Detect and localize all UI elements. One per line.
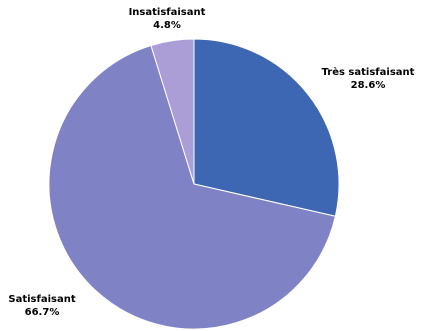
label-insatisfaisant-value: 4.8% — [153, 20, 181, 31]
pie-slice-satisfaisant — [48, 44, 336, 330]
label-satisfaisant-value: 66.7% — [24, 307, 60, 318]
label-tres-satisfaisant: Très satisfaisant 28.6% — [318, 66, 418, 92]
label-tres-satisfaisant-name: Très satisfaisant — [321, 67, 415, 78]
label-satisfaisant: Satisfaisant 66.7% — [4, 293, 80, 319]
label-insatisfaisant-name: Insatisfaisant — [128, 7, 206, 18]
label-tres-satisfaisant-value: 28.6% — [350, 80, 386, 91]
label-satisfaisant-name: Satisfaisant — [8, 294, 76, 305]
pie-slice-insatisfaisant — [150, 38, 195, 185]
label-insatisfaisant: Insatisfaisant 4.8% — [120, 6, 214, 32]
pie-slice-tres-satisfaisant — [193, 38, 340, 217]
